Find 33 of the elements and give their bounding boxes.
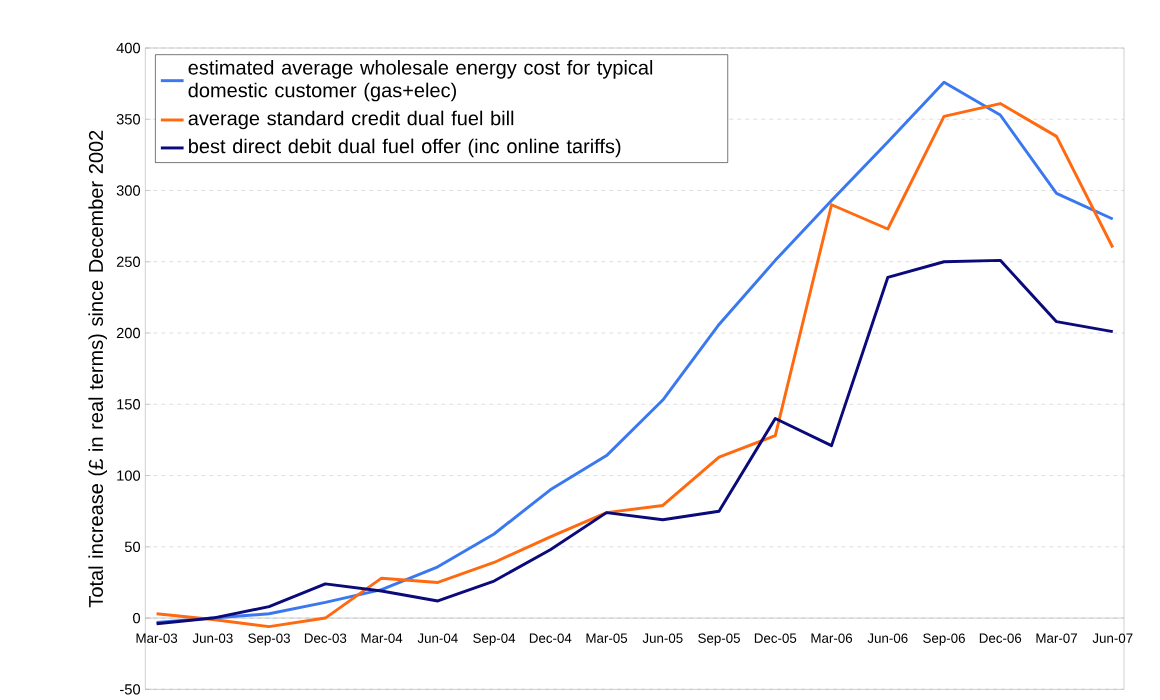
y-tick-label: 200 [116,327,141,339]
y-tick-label: 300 [116,185,141,196]
y-tick-label: 50 [124,541,141,553]
x-tick-label: Mar-03 [136,633,178,643]
x-tick-label: Dec-05 [754,633,797,643]
x-tick-label: Jun-04 [417,633,458,643]
x-tick-label: Sep-03 [248,633,290,646]
y-tick-label: 250 [116,256,141,267]
x-tick-label: Sep-06 [923,633,965,646]
x-tick-label: Mar-05 [586,633,628,643]
line-series [155,258,1115,626]
x-tick-label: Dec-04 [529,633,572,643]
x-tick-label: Jun-05 [642,633,683,643]
y-tick-label: 100 [117,470,141,481]
legend-label: best direct debit dual fuel offer (inc online tariffs) [189,138,621,158]
y-tick-label: 350 [116,114,141,125]
y-axis-title: Total increase (£ in real terms) since December 2002 [88,130,107,608]
x-tick-label: Dec-06 [979,633,1022,643]
legend-label: estimated average wholesale energy cost for typical domestic customer (gas+elec) [188,60,653,102]
x-tick-label: Mar-04 [361,633,403,643]
x-tick-label: Jun-06 [867,633,908,643]
x-tick-label: Mar-06 [811,633,853,643]
legend-label: average standard credit dual fuel bill [188,110,514,130]
y-tick-label: 0 [133,612,141,624]
y-tick-label: 400 [116,42,141,54]
y-tick-label: 150 [117,399,141,410]
x-tick-label: Dec-03 [304,633,347,643]
x-tick-label: Sep-05 [698,633,740,646]
x-tick-label: Mar-07 [1036,633,1077,643]
x-tick-label: Sep-04 [473,633,516,646]
x-tick-label: Jun-03 [192,633,233,643]
y-tick-label: -50 [120,684,141,695]
x-tick-label: Jun-07 [1092,633,1133,643]
